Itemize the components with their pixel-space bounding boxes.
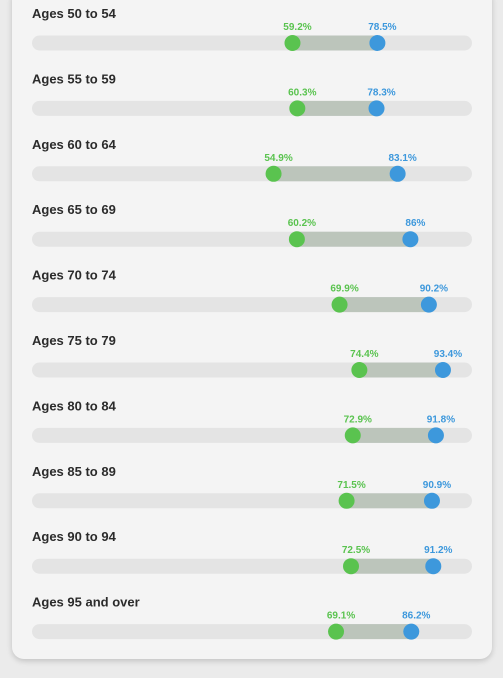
- low-value-label: 72.9%: [344, 414, 372, 425]
- low-value-label: 74.4%: [350, 349, 378, 360]
- low-value-label: 69.9%: [330, 284, 358, 295]
- row-label: Ages 65 to 69: [32, 202, 116, 217]
- high-value-dot: [427, 427, 444, 444]
- low-value-dot: [344, 427, 361, 444]
- low-value-dot: [343, 558, 359, 575]
- track-bar: [32, 166, 472, 182]
- track-bar: [32, 35, 472, 51]
- row-label: Ages 90 to 94: [32, 529, 117, 544]
- low-value-label: 59.2%: [283, 22, 311, 33]
- range-bar: [273, 166, 398, 182]
- high-value-dot: [369, 35, 386, 51]
- high-value-dot: [368, 100, 385, 117]
- row-label: Ages 95 and over: [32, 595, 140, 610]
- row-label: Ages 80 to 84: [32, 398, 117, 413]
- high-value-label: 91.8%: [427, 414, 455, 425]
- low-value-dot: [328, 623, 345, 640]
- row-label: Ages 70 to 74: [32, 268, 117, 283]
- dumbbell-chart: Ages 50 to 54 59.2% 78.5% Ages 55 to 59 60.3…: [32, 6, 472, 640]
- chart-card: Ages 50 to 54 59.2% 78.5% Ages 55 to 59 60.3…: [12, 0, 492, 659]
- high-value-label: 90.9%: [423, 480, 451, 491]
- low-value-dot: [351, 362, 368, 378]
- high-value-label: 90.2%: [420, 284, 448, 295]
- high-value-dot: [423, 492, 440, 509]
- low-value-dot: [331, 296, 348, 313]
- high-value-label: 78.3%: [367, 87, 395, 98]
- high-value-label: 91.2%: [424, 545, 452, 556]
- low-value-label: 54.9%: [264, 153, 292, 164]
- high-value-label: 93.4%: [434, 349, 462, 360]
- high-value-dot: [389, 165, 406, 182]
- high-value-label: 78.5%: [368, 22, 396, 33]
- low-value-dot: [284, 35, 301, 51]
- row-label: Ages 85 to 89: [32, 464, 116, 479]
- high-value-dot: [403, 623, 420, 640]
- low-value-label: 71.5%: [337, 480, 365, 491]
- range-bar: [352, 427, 436, 443]
- range-bar: [297, 100, 377, 116]
- high-value-label: 86.2%: [402, 611, 430, 622]
- row-label: Ages 75 to 79: [32, 333, 116, 348]
- range-bar: [292, 35, 378, 51]
- row-label: Ages 50 to 54: [32, 6, 117, 21]
- row-label: Ages 55 to 59: [32, 71, 116, 86]
- low-value-dot: [288, 231, 305, 248]
- high-value-label: 83.1%: [388, 153, 416, 164]
- range-bar: [336, 624, 412, 640]
- low-value-dot: [265, 165, 282, 182]
- high-value-label: 86%: [405, 218, 425, 229]
- row-label: Ages 60 to 64: [32, 137, 117, 152]
- high-value-dot: [402, 231, 419, 248]
- high-value-dot: [434, 362, 451, 378]
- low-value-label: 60.3%: [288, 87, 316, 98]
- high-value-dot: [425, 558, 442, 575]
- low-value-dot: [338, 492, 355, 509]
- high-value-dot: [420, 296, 437, 313]
- range-bar: [339, 297, 429, 313]
- track-bar: [32, 100, 472, 116]
- range-bar: [359, 362, 443, 378]
- low-value-label: 60.2%: [288, 218, 316, 229]
- range-bar: [296, 231, 411, 247]
- low-value-label: 72.5%: [342, 545, 370, 556]
- low-value-label: 69.1%: [327, 611, 355, 622]
- low-value-dot: [289, 100, 306, 117]
- range-bar: [351, 558, 434, 574]
- range-bar: [346, 493, 432, 509]
